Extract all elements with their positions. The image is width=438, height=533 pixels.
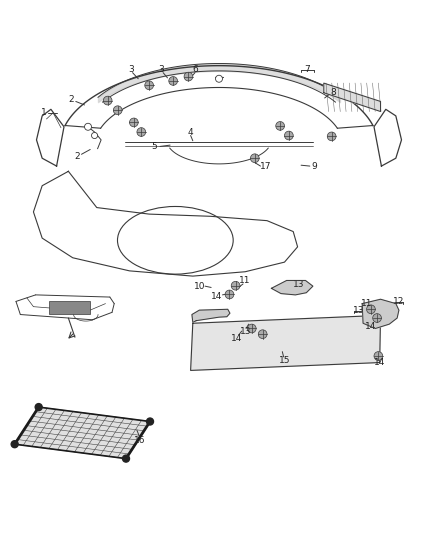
Circle shape [35,403,42,410]
Circle shape [373,313,381,322]
Text: 10: 10 [194,281,205,290]
Circle shape [92,133,98,139]
Circle shape [123,455,130,462]
Text: 1: 1 [41,108,46,117]
Text: 12: 12 [393,297,405,306]
Text: 17: 17 [261,161,272,171]
Circle shape [258,330,267,338]
Text: 11: 11 [239,276,250,285]
Text: 13: 13 [293,280,304,289]
Text: 14: 14 [374,358,385,367]
Circle shape [184,72,193,81]
Polygon shape [362,299,399,328]
Text: 3: 3 [159,64,164,74]
Circle shape [251,154,259,163]
Text: 2: 2 [74,152,80,161]
Circle shape [11,441,18,448]
Text: 14: 14 [365,322,377,331]
Circle shape [367,305,375,313]
Circle shape [147,418,153,425]
Text: 7: 7 [304,64,310,74]
Text: 14: 14 [211,292,223,301]
Text: 15: 15 [279,356,290,365]
Circle shape [327,132,336,141]
Circle shape [169,77,177,85]
Polygon shape [272,280,313,295]
Polygon shape [14,407,150,458]
Circle shape [103,96,112,105]
Polygon shape [192,309,230,322]
Text: 2: 2 [69,95,74,104]
Text: 5: 5 [152,142,157,151]
Circle shape [231,281,240,290]
Text: 16: 16 [134,436,145,445]
Circle shape [276,122,285,130]
Text: 3: 3 [128,64,134,74]
Text: 14: 14 [231,334,242,343]
Circle shape [137,128,146,136]
Text: 8: 8 [331,88,336,97]
Text: 11: 11 [361,299,372,308]
Circle shape [285,131,293,140]
Text: 6: 6 [192,64,198,74]
FancyBboxPatch shape [49,302,90,313]
Circle shape [145,81,153,90]
Circle shape [130,118,138,127]
Text: 9: 9 [311,161,317,171]
Polygon shape [191,316,381,370]
Text: 13: 13 [353,305,364,314]
Circle shape [374,352,383,360]
Circle shape [225,290,234,299]
Circle shape [113,106,122,115]
Polygon shape [324,83,381,111]
Circle shape [85,123,92,130]
Text: 4: 4 [188,127,194,136]
Circle shape [247,324,256,333]
Circle shape [215,75,223,82]
Text: 13: 13 [240,327,252,336]
